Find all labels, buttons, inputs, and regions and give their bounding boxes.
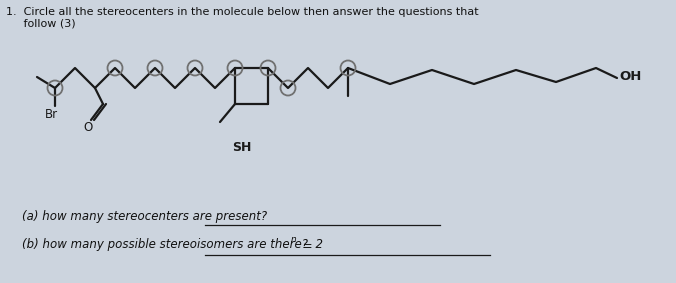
Text: (a) how many stereocenters are present?: (a) how many stereocenters are present? [22, 210, 267, 223]
Text: O: O [83, 121, 92, 134]
Text: follow (3): follow (3) [6, 19, 76, 29]
Text: OH: OH [619, 70, 642, 83]
Text: SH: SH [232, 141, 251, 154]
Text: =: = [299, 240, 312, 253]
Text: n: n [291, 235, 297, 244]
Text: (b) how many possible stereoisomers are there?  2: (b) how many possible stereoisomers are … [22, 238, 323, 251]
Text: Br: Br [45, 108, 58, 121]
Text: 1.  Circle all the stereocenters in the molecule below then answer the questions: 1. Circle all the stereocenters in the m… [6, 7, 479, 17]
